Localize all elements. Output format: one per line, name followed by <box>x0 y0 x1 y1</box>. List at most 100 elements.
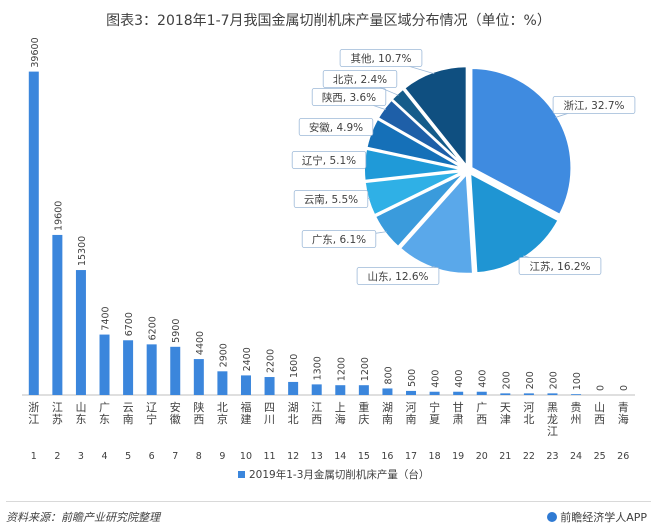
x-rank-label: 17 <box>405 451 417 462</box>
bar-value-label: 1200 <box>336 357 347 381</box>
pie-label: 陕西, 3.6% <box>322 91 376 104</box>
pie-label: 江苏, 16.2% <box>529 260 590 273</box>
pie-label: 辽宁, 5.1% <box>302 154 356 167</box>
pie-label: 云南, 5.5% <box>304 193 358 206</box>
bar-value-label: 400 <box>431 370 442 388</box>
x-tick-label: 甘肃 <box>453 401 464 426</box>
x-rank-label: 21 <box>499 451 511 462</box>
bar <box>406 390 417 395</box>
pie-label: 安徽, 4.9% <box>309 121 363 134</box>
x-rank-label: 16 <box>381 451 393 462</box>
pie-label: 其他, 10.7% <box>350 52 411 65</box>
legend-swatch <box>238 471 245 478</box>
bar-value-label: 39600 <box>30 37 41 67</box>
pie-label-box <box>301 230 377 248</box>
bar <box>429 391 440 395</box>
x-tick-label: 山西 <box>594 401 605 426</box>
pie-label-box <box>356 267 440 285</box>
pie-label-box <box>552 96 636 114</box>
x-tick-label: 广东 <box>99 401 110 426</box>
x-tick-label: 黑龙江 <box>547 401 558 438</box>
pie-label-box <box>322 70 398 88</box>
bar <box>288 381 299 395</box>
brand-label: 前瞻经济学人APP <box>547 509 647 525</box>
legend-label: 2019年1-3月金属切削机床产量（台） <box>249 468 429 481</box>
pie-slice <box>390 87 467 168</box>
bar <box>52 234 63 395</box>
pie-label: 广东, 6.1% <box>312 233 366 246</box>
bar-value-label: 7400 <box>101 306 112 330</box>
bar-value-label: 200 <box>501 371 512 389</box>
x-tick-label: 山东 <box>75 401 86 426</box>
bar-value-label: 400 <box>454 370 465 388</box>
source-note: 资料来源：前瞻产业研究院整理 <box>6 511 160 524</box>
pie-label-box <box>293 190 369 208</box>
bar <box>75 270 86 395</box>
x-tick-label: 河北 <box>523 401 534 426</box>
x-rank-label: 10 <box>240 451 252 462</box>
bar-value-label: 0 <box>596 385 607 391</box>
x-rank-label: 11 <box>264 451 276 462</box>
x-tick-label: 安徽 <box>170 400 181 426</box>
bar-value-label: 5900 <box>171 319 182 343</box>
x-tick-label: 青海 <box>618 401 629 426</box>
x-rank-label: 13 <box>311 451 323 462</box>
x-rank-label: 24 <box>570 451 582 462</box>
pie-label: 浙江, 32.7% <box>563 100 624 112</box>
pie-label-box <box>339 49 423 67</box>
x-rank-label: 3 <box>78 451 84 462</box>
pie-label-box <box>311 88 387 106</box>
x-rank-label: 7 <box>172 451 178 462</box>
bar-value-label: 800 <box>383 366 394 384</box>
x-tick-label: 贵州 <box>571 401 582 426</box>
bar <box>453 391 464 395</box>
x-tick-label: 湖北 <box>288 401 299 426</box>
pie-slice <box>470 66 573 217</box>
x-rank-label: 6 <box>149 451 155 462</box>
pie-slice <box>373 171 466 249</box>
x-rank-label: 12 <box>287 451 299 462</box>
bar-value-label: 1300 <box>313 356 324 380</box>
x-rank-label: 5 <box>125 451 131 462</box>
x-rank-label: 18 <box>429 451 441 462</box>
x-tick-label: 河南 <box>406 401 417 426</box>
bar-value-label: 1600 <box>289 354 300 378</box>
bar <box>217 371 228 395</box>
bar <box>476 391 487 395</box>
bar-value-label: 0 <box>619 385 630 391</box>
x-tick-label: 重庆 <box>358 400 369 426</box>
bar-value-label: 400 <box>478 370 489 388</box>
bar <box>335 385 346 395</box>
x-rank-label: 22 <box>523 451 535 462</box>
x-tick-label: 陕西 <box>193 400 204 426</box>
x-rank-label: 1 <box>31 451 37 462</box>
x-tick-label: 广西 <box>476 401 487 426</box>
bar <box>170 346 181 395</box>
x-rank-label: 4 <box>101 451 107 462</box>
bar-value-label: 4400 <box>195 331 206 355</box>
bar <box>240 375 251 395</box>
bar <box>264 377 275 395</box>
bar <box>146 344 157 395</box>
x-tick-label: 江西 <box>311 401 322 426</box>
x-rank-label: 20 <box>476 451 488 462</box>
bar <box>123 340 134 395</box>
bar <box>311 384 322 395</box>
bar <box>99 334 110 395</box>
x-tick-label: 北京 <box>217 401 228 426</box>
x-rank-label: 2 <box>54 451 60 462</box>
bar-value-label: 6200 <box>148 316 159 340</box>
bar-value-label: 500 <box>407 369 418 387</box>
footer-divider <box>6 501 651 502</box>
bar-value-label: 200 <box>548 371 559 389</box>
bar-value-label: 2400 <box>242 347 253 371</box>
pie-slice <box>363 170 465 217</box>
brand-logo-icon <box>547 512 558 522</box>
bar-value-label: 15300 <box>77 236 88 266</box>
x-rank-label: 26 <box>617 451 629 462</box>
x-tick-label: 四川 <box>264 401 275 426</box>
bar-value-label: 1200 <box>360 357 371 381</box>
chart-title: 图表3：2018年1-7月我国金属切削机床产量区域分布情况（单位：%） <box>106 13 551 29</box>
pie-label-box <box>298 118 374 136</box>
